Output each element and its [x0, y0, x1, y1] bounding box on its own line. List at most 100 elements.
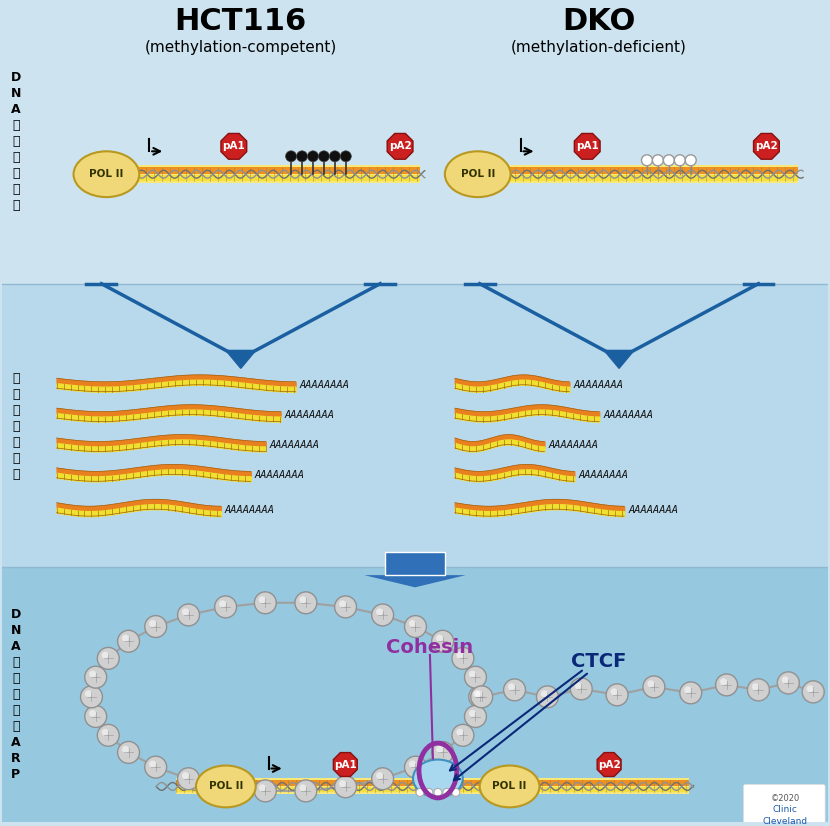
Circle shape	[436, 634, 443, 642]
Circle shape	[339, 781, 346, 787]
Circle shape	[97, 724, 120, 746]
Circle shape	[219, 781, 226, 787]
FancyBboxPatch shape	[744, 785, 825, 826]
Text: CTCF: CTCF	[572, 653, 627, 672]
Circle shape	[475, 691, 482, 697]
Circle shape	[334, 776, 357, 798]
Circle shape	[144, 615, 167, 638]
Text: AAAAAAAA: AAAAAAAA	[300, 380, 349, 390]
Text: Clinic: Clinic	[773, 805, 798, 814]
Circle shape	[295, 780, 317, 802]
Circle shape	[178, 768, 199, 790]
Polygon shape	[226, 350, 256, 368]
Bar	[2, 283, 828, 567]
Circle shape	[259, 785, 266, 791]
Ellipse shape	[480, 766, 540, 807]
Circle shape	[684, 686, 691, 693]
Text: AAAAAAAA: AAAAAAAA	[255, 470, 305, 480]
Text: pA2: pA2	[755, 141, 778, 151]
Circle shape	[254, 592, 276, 614]
Circle shape	[409, 761, 416, 767]
Text: AAAAAAAA: AAAAAAAA	[574, 380, 623, 390]
Bar	[385, 553, 445, 575]
Text: (methylation-competent): (methylation-competent)	[144, 40, 337, 55]
Circle shape	[372, 604, 393, 626]
Circle shape	[803, 681, 824, 703]
Circle shape	[465, 705, 486, 728]
Circle shape	[330, 151, 340, 162]
Circle shape	[443, 789, 451, 796]
Circle shape	[782, 676, 788, 683]
Text: AAAAAAAA: AAAAAAAA	[270, 440, 320, 450]
Text: pA2: pA2	[598, 760, 621, 770]
Circle shape	[452, 724, 474, 746]
Circle shape	[807, 686, 813, 692]
Circle shape	[409, 620, 416, 627]
Circle shape	[97, 648, 120, 669]
Circle shape	[663, 154, 674, 166]
Circle shape	[182, 609, 189, 615]
Text: AAAAAAAA: AAAAAAAA	[579, 470, 628, 480]
Circle shape	[469, 710, 476, 717]
Bar	[475, 165, 798, 183]
Circle shape	[471, 686, 493, 708]
Text: HCT116: HCT116	[174, 7, 307, 36]
Circle shape	[434, 789, 442, 796]
Circle shape	[748, 679, 769, 700]
Circle shape	[89, 671, 96, 677]
Circle shape	[643, 676, 665, 698]
Circle shape	[286, 151, 296, 162]
Bar	[176, 781, 689, 786]
Polygon shape	[364, 575, 466, 587]
Circle shape	[182, 772, 189, 779]
Circle shape	[457, 652, 463, 659]
Text: AAAAAAAA: AAAAAAAA	[628, 505, 678, 515]
Circle shape	[452, 648, 474, 669]
Text: POL II: POL II	[461, 169, 495, 179]
Circle shape	[215, 596, 237, 618]
Circle shape	[674, 154, 686, 166]
Circle shape	[436, 746, 443, 752]
Circle shape	[376, 772, 383, 779]
Text: DKO: DKO	[563, 7, 636, 36]
Circle shape	[803, 681, 824, 703]
Circle shape	[574, 682, 582, 690]
Polygon shape	[221, 134, 247, 159]
Circle shape	[611, 688, 618, 695]
Circle shape	[778, 672, 799, 694]
Circle shape	[149, 761, 156, 767]
Circle shape	[89, 710, 96, 717]
Circle shape	[118, 742, 139, 763]
Circle shape	[254, 780, 276, 802]
Bar	[176, 778, 689, 795]
Circle shape	[376, 609, 383, 615]
Bar	[2, 0, 828, 283]
Bar	[475, 167, 798, 173]
Circle shape	[85, 667, 107, 688]
Bar	[475, 175, 798, 181]
Circle shape	[85, 691, 92, 697]
Circle shape	[122, 634, 129, 642]
Circle shape	[149, 620, 156, 627]
Text: pA1: pA1	[334, 760, 357, 770]
Circle shape	[686, 154, 696, 166]
Bar	[106, 175, 420, 181]
Circle shape	[504, 679, 525, 700]
Circle shape	[122, 746, 129, 752]
Text: (methylation-deficient): (methylation-deficient)	[511, 40, 687, 55]
Text: POL II: POL II	[208, 781, 243, 791]
Circle shape	[647, 681, 654, 687]
Circle shape	[296, 151, 307, 162]
Circle shape	[372, 768, 393, 790]
Polygon shape	[754, 134, 779, 159]
Bar	[176, 787, 689, 792]
Circle shape	[307, 151, 319, 162]
Circle shape	[118, 630, 139, 653]
Ellipse shape	[196, 766, 256, 807]
Text: pA1: pA1	[576, 141, 598, 151]
Text: Cleveland: Cleveland	[763, 817, 808, 826]
Circle shape	[300, 596, 306, 603]
Circle shape	[425, 789, 433, 796]
Text: AAAAAAAA: AAAAAAAA	[225, 505, 275, 515]
Circle shape	[473, 691, 480, 697]
